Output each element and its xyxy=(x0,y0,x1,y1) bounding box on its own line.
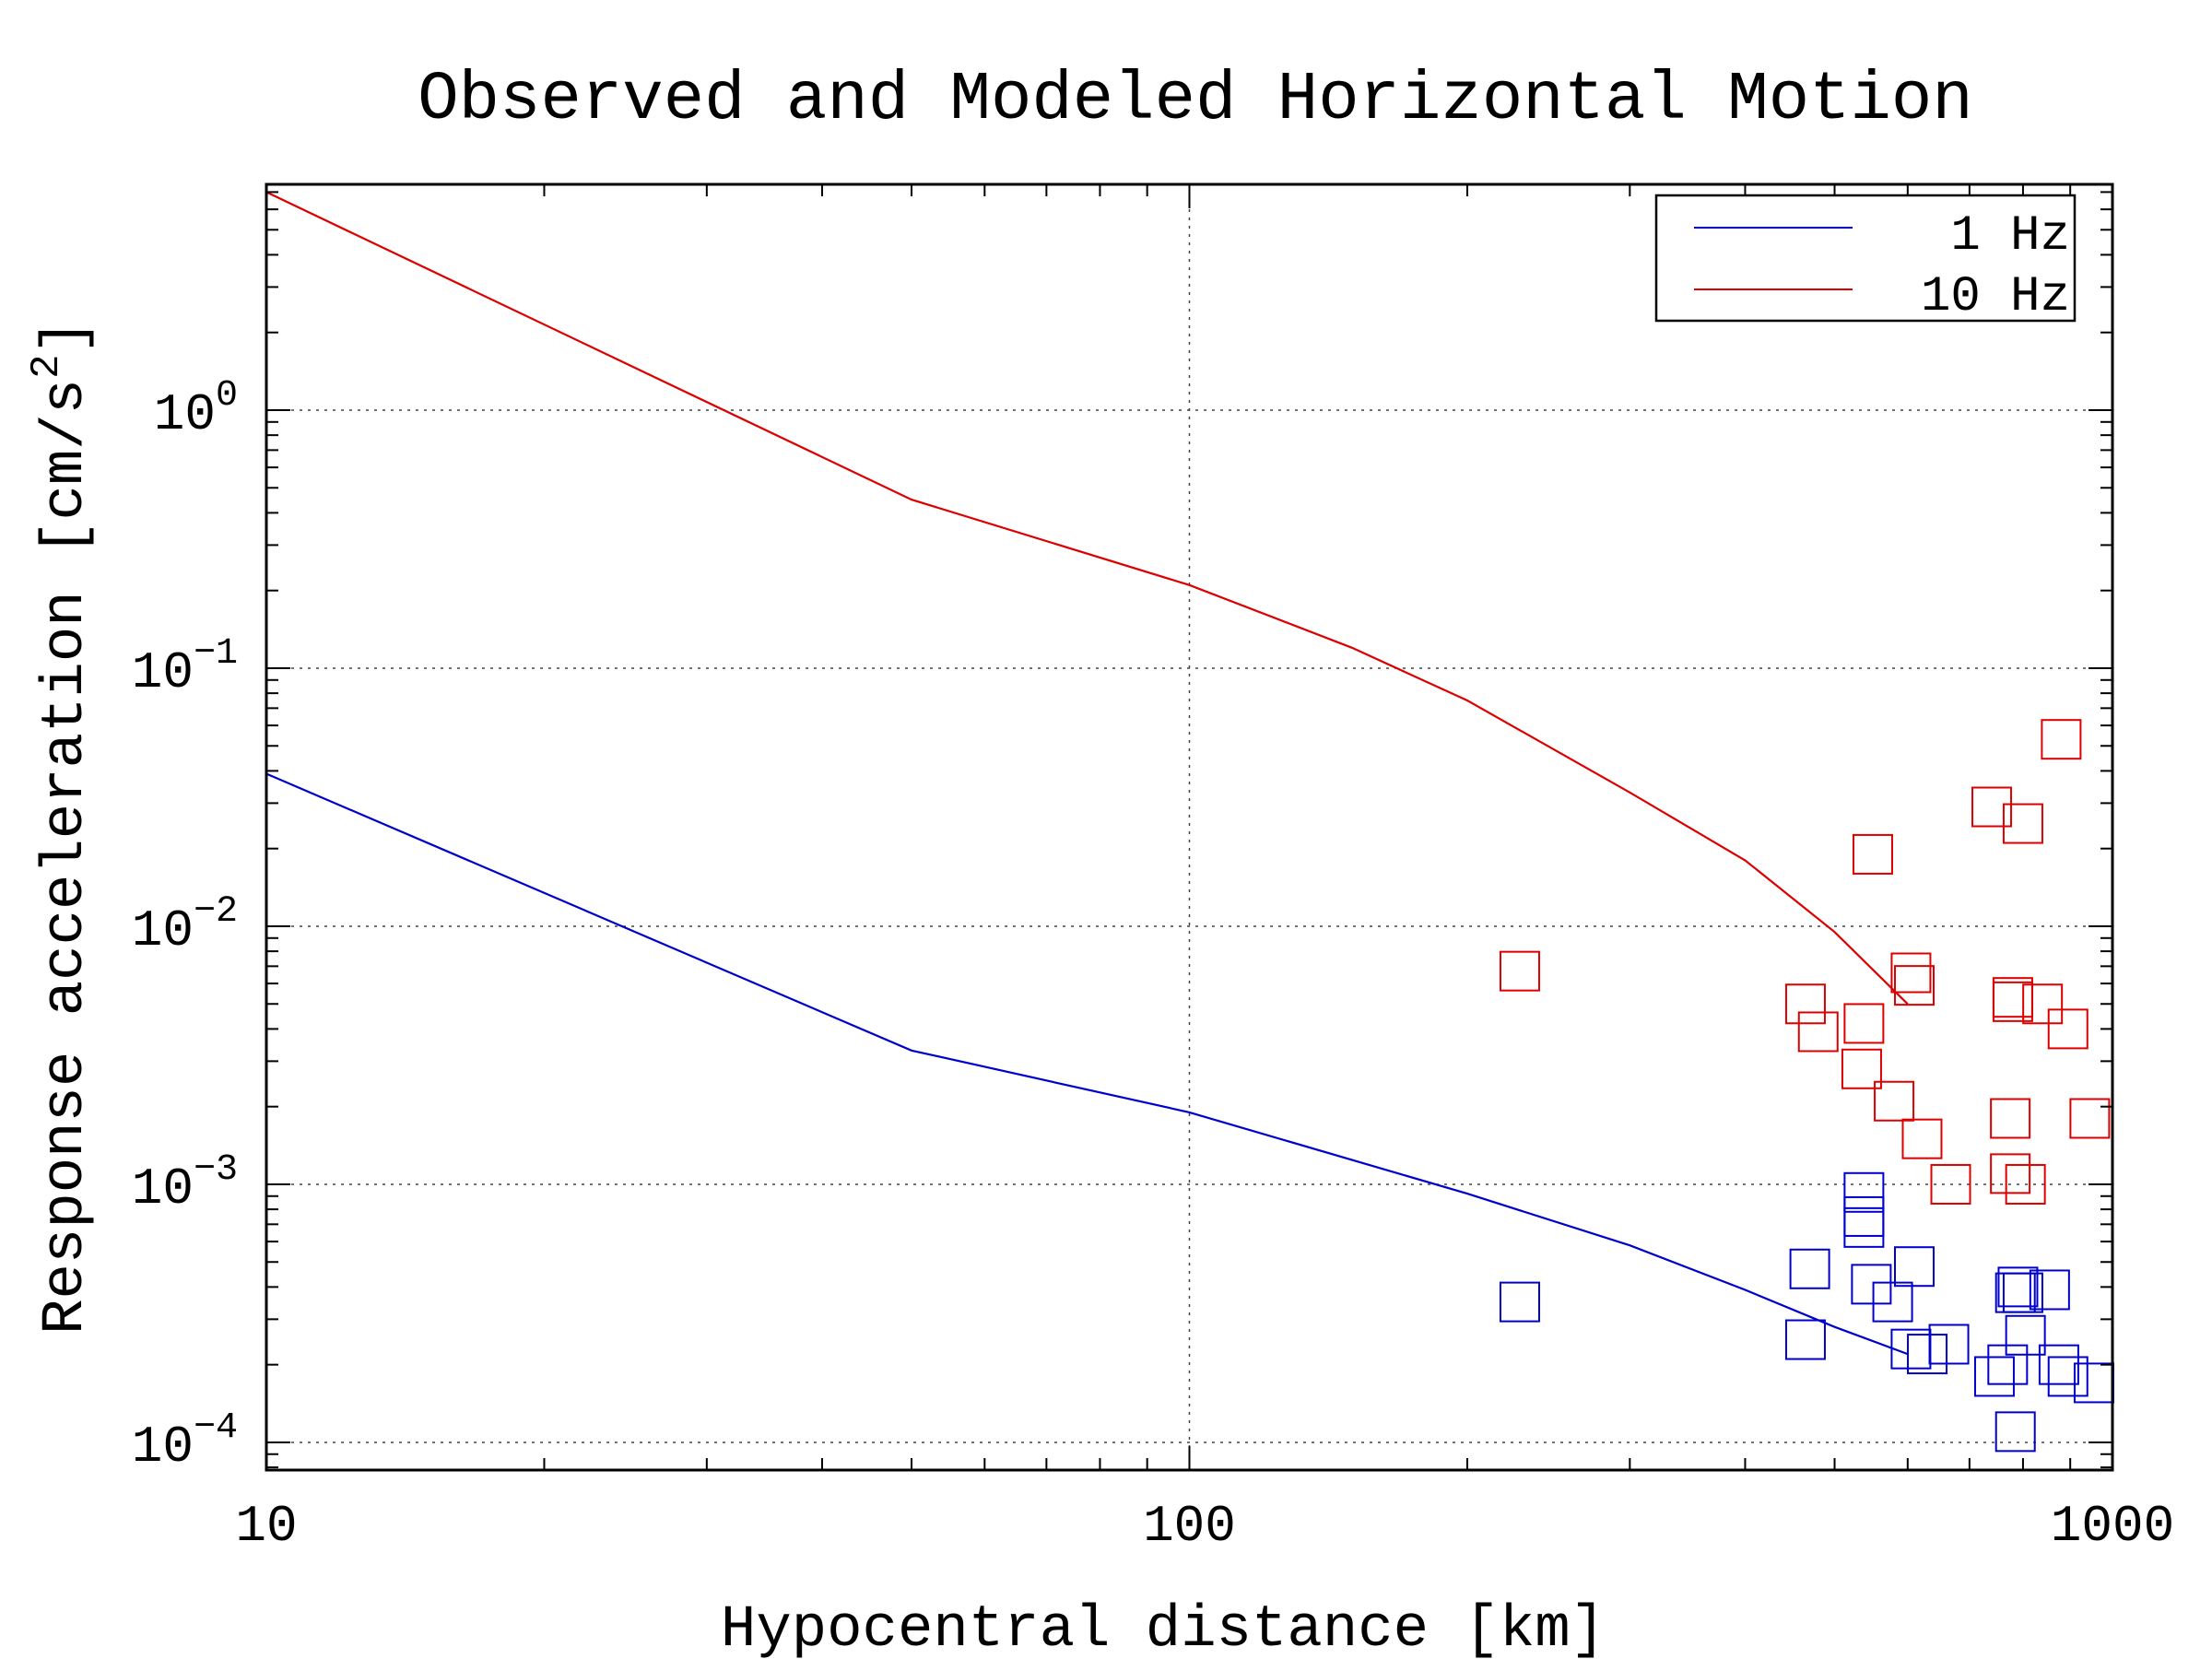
observed-point-10hz xyxy=(1843,1003,1885,1044)
y-axis-label-close: ] xyxy=(33,319,100,354)
observed-point-10hz xyxy=(1990,1153,2031,1194)
y-axis-label: Response acceleration [cm/s2] xyxy=(24,319,100,1335)
observed-point-10hz xyxy=(1874,1080,1915,1122)
observed-point-10hz xyxy=(1841,1048,1882,1089)
observed-point-1hz xyxy=(1843,1195,1885,1237)
grid xyxy=(266,184,2112,1470)
observed-point-10hz xyxy=(2022,983,2064,1025)
legend: 1 Hz 10 Hz xyxy=(1654,194,2077,325)
x-tick-label: 100 xyxy=(1143,1497,1236,1556)
observed-point-10hz xyxy=(1784,983,1826,1025)
y-tick-label: 10−4 xyxy=(132,1407,238,1477)
observed-point-1hz xyxy=(2005,1314,2046,1356)
observed-point-1hz xyxy=(1987,1344,2029,1385)
x-axis-label: Hypocentral distance [km] xyxy=(721,1597,1606,1659)
observed-point-10hz xyxy=(2047,1008,2088,1050)
observed-point-1hz xyxy=(1499,1281,1540,1323)
observed-point-10hz xyxy=(1890,952,1932,994)
axis-ticks xyxy=(265,184,2112,1470)
observed-point-10hz xyxy=(1901,1118,1943,1159)
observed-point-10hz xyxy=(1852,833,1893,875)
observed-point-1hz xyxy=(1928,1324,1970,1365)
y-tick-label: 10−2 xyxy=(132,891,238,960)
chart-title: Observed and Modeled Horizontal Motion xyxy=(418,62,1972,139)
observed-point-1hz xyxy=(1851,1264,1892,1305)
observed-point-10hz xyxy=(2041,719,2082,760)
observed-point-1hz xyxy=(1843,1206,1885,1248)
observed-point-1hz xyxy=(2047,1356,2088,1397)
y-tick-label: 10−1 xyxy=(132,633,238,702)
observed-point-10hz xyxy=(1894,965,1936,1006)
observed-point-10hz xyxy=(1797,1011,1839,1053)
tick-labels: 10 100 1000 100 10−1 10−2 10−3 10−4 xyxy=(132,375,2174,1556)
observed-point-10hz xyxy=(1971,786,2013,828)
observed-point-1hz xyxy=(1907,1334,1948,1375)
legend-label-1hz: 1 Hz xyxy=(1950,208,2070,265)
legend-label-10hz: 10 Hz xyxy=(1921,269,2070,325)
observed-point-10hz xyxy=(1990,1098,2031,1139)
observed-point-1hz xyxy=(1843,1171,1885,1213)
observed-point-1hz xyxy=(1994,1411,2036,1453)
observed-point-10hz xyxy=(1930,1163,1971,1205)
observed-point-1hz xyxy=(1997,1266,2039,1308)
observed-point-1hz xyxy=(1894,1246,1936,1288)
model-line-10hz xyxy=(265,191,1909,1006)
observed-point-10hz xyxy=(2002,803,2043,844)
observed-point-1hz xyxy=(2002,1272,2043,1313)
y-tick-label: 10−3 xyxy=(132,1149,238,1218)
series-lines xyxy=(265,191,1909,1356)
observed-point-10hz xyxy=(1499,950,1540,992)
observed-point-1hz xyxy=(2038,1344,2079,1385)
x-tick-label: 10 xyxy=(235,1497,297,1556)
y-tick-label: 100 xyxy=(154,375,238,444)
observed-point-10hz xyxy=(2069,1098,2111,1139)
model-line-1hz xyxy=(265,772,1909,1356)
observed-point-1hz xyxy=(1789,1248,1830,1289)
y-axis-label-sup: 2 xyxy=(24,355,70,379)
legend-box xyxy=(1654,194,2077,323)
observed-point-1hz xyxy=(1784,1319,1826,1360)
observed-point-1hz xyxy=(1872,1281,1913,1323)
x-tick-label: 1000 xyxy=(2051,1497,2174,1556)
observed-point-1hz xyxy=(1973,1356,2015,1397)
observed-point-1hz xyxy=(2029,1269,2070,1311)
y-axis-label-main: Response acceleration [cm/s xyxy=(33,379,100,1335)
markers xyxy=(1499,719,2114,1453)
observed-point-10hz xyxy=(1992,981,2033,1022)
observed-point-10hz xyxy=(2005,1163,2046,1205)
